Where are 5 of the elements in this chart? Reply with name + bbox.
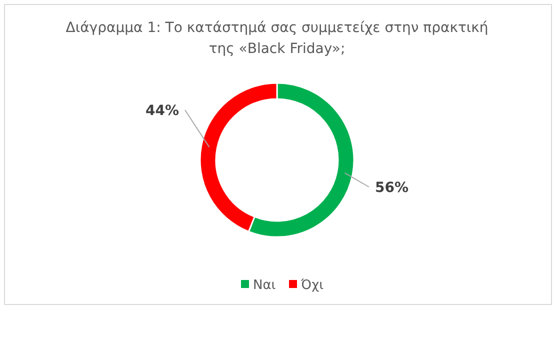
data-label: 44% [145,103,179,119]
legend-label: Ναι [253,278,276,293]
chart-title: Διάγραμμα 1: Το κατάστημά σας συμμετείχε στην πρακτική της «Black Friday»; [66,20,488,57]
data-label: 56% [375,180,409,196]
legend-label: Όχι [300,278,324,293]
